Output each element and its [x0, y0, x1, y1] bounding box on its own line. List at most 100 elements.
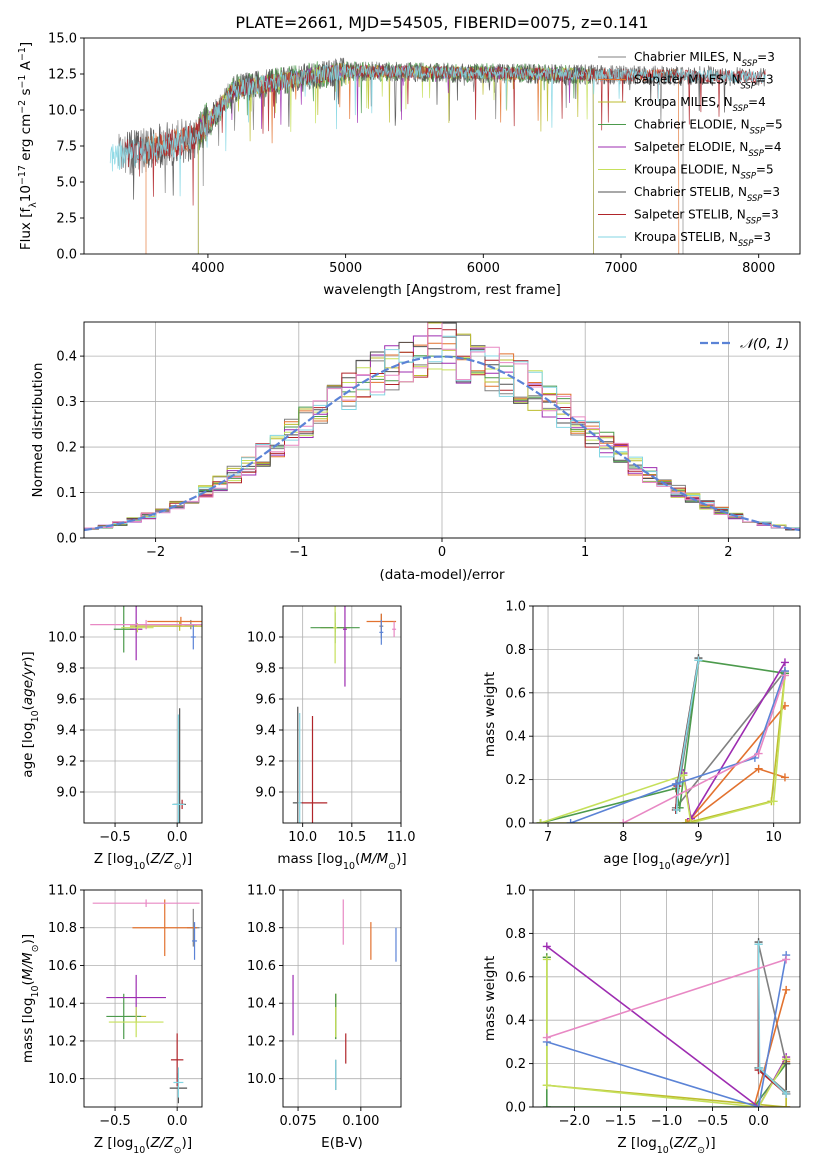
y-tick-label: 9.2: [56, 755, 77, 770]
x-tick-label: 1: [581, 545, 589, 560]
mass-vs-Z-frame: [83, 889, 203, 1108]
x-tick-label: −0.5: [697, 1114, 729, 1129]
y-tick-label: 10.2: [48, 1034, 77, 1049]
x-tick-label: −0.5: [99, 830, 131, 845]
legend-entry: Kroupa MILES, NSSP=4: [634, 95, 766, 113]
y-tick-label: 0.6: [505, 970, 526, 985]
legend-entry: Chabrier MILES, NSSP=3: [634, 50, 775, 68]
x-tick-label: −2: [146, 545, 165, 560]
y-tick-label: 10.0: [48, 631, 77, 646]
y-tick-label: 0.6: [505, 686, 526, 701]
x-tick-label: 10.0: [288, 830, 317, 845]
x-tick-label: 10: [765, 830, 782, 845]
x-tick-label: 8000: [742, 261, 775, 276]
weight-marker: [619, 819, 628, 823]
x-tick-label: −1.0: [651, 1114, 683, 1129]
x-tick-label: 9: [694, 830, 702, 845]
chart-title: PLATE=2661, MJD=54505, FIBERID=0075, z=0…: [235, 13, 648, 32]
weight-marker: [782, 1089, 791, 1098]
age-vs-Z-frame: [83, 605, 203, 824]
weight-marker: [542, 1033, 551, 1042]
y-tick-label: 12.5: [48, 68, 77, 83]
x-axis-label: age [log10(age/yr)]: [603, 851, 729, 872]
weight-marker: [780, 658, 789, 667]
y-tick-label: 10.8: [247, 921, 276, 936]
x-axis-label: mass [log10(M/M⊙)]: [277, 851, 406, 872]
weight-line: [540, 659, 786, 823]
x-tick-label: −1.5: [605, 1114, 637, 1129]
x-tick-label: 4000: [191, 261, 224, 276]
x-tick-label: 0.0: [748, 1114, 769, 1129]
legend-entry: 𝒩(0, 1): [740, 336, 789, 352]
y-axis-label: age [log10(age/yr)]: [20, 651, 41, 777]
residuals-axes: −2 −1 0 1 2 0.0 0.1 0.2 0.3 0.4: [56, 321, 801, 560]
y-tick-label: 9.8: [56, 662, 77, 677]
normal-curve: [84, 355, 800, 532]
weight-vs-age-plot-area: [536, 654, 789, 823]
y-tick-label: 10.8: [48, 921, 77, 936]
weight-vs-age-frame: [532, 605, 801, 824]
x-axis-label: E(B-V): [321, 1135, 363, 1151]
y-tick-label: 10.4: [48, 997, 77, 1012]
legend-entry: Salpeter STELIB, NSSP=3: [634, 208, 779, 226]
weight-marker: [679, 771, 688, 780]
x-tick-label: 5000: [329, 261, 362, 276]
histogram-step: [84, 322, 800, 538]
weight-marker: [672, 805, 681, 814]
weight-marker: [782, 1103, 791, 1107]
y-tick-label: 0.8: [505, 643, 526, 658]
weight-marker: [683, 819, 692, 823]
y-tick-label: 0.1: [56, 486, 77, 501]
spectrum-frame: [83, 37, 801, 255]
weight-marker: [769, 797, 778, 806]
weight-line: [570, 670, 786, 823]
weight-marker: [686, 819, 695, 823]
y-tick-label: 10.6: [48, 959, 77, 974]
y-tick-label: 9.4: [255, 724, 276, 739]
y-tick-label: 9.2: [255, 755, 276, 770]
weight-vs-age-axes: 7 8 9 10 0.0 0.2 0.4 0.6 0.8 1.0: [505, 600, 801, 845]
mass-vs-EBV-plot-area: [292, 899, 397, 1091]
weight-marker: [780, 671, 789, 680]
weight-marker: [754, 749, 763, 758]
y-tick-label: 11.0: [48, 884, 77, 899]
x-tick-label: −0.5: [99, 1114, 131, 1129]
weight-marker: [754, 764, 763, 773]
x-axis-label: wavelength [Angstrom, rest frame]: [323, 282, 561, 298]
residuals-frame: [83, 321, 801, 539]
y-tick-label: 11.0: [247, 884, 276, 899]
x-axis-label: Z [log10(Z/Z⊙)]: [617, 1135, 715, 1156]
x-tick-label: 0.075: [279, 1114, 316, 1129]
weight-marker: [536, 819, 545, 823]
x-axis-label: Z [log10(Z/Z⊙)]: [94, 1135, 192, 1156]
y-tick-label: 10.0: [247, 1072, 276, 1087]
y-tick-label: 1.0: [505, 884, 526, 899]
age-vs-mass-axes: 10.0 10.5 11.0 9.0 9.2 9.4 9.6 9.8 10.0: [247, 605, 415, 845]
y-tick-label: 0.3: [56, 395, 77, 410]
y-tick-label: 7.5: [56, 140, 77, 155]
x-tick-label: 0: [438, 545, 446, 560]
y-tick-label: 10.4: [247, 997, 276, 1012]
mass-vs-EBV-grid: [283, 889, 401, 1107]
spectrum-axes: 4000 5000 6000 7000 8000 0.0 2.5 5.0 7.5 10.0 12.5…: [48, 32, 801, 276]
y-tick-label: 9.4: [56, 724, 77, 739]
spectrum-plot-area: [109, 57, 766, 254]
y-tick-label: 0.4: [56, 350, 77, 365]
y-tick-label: 0.0: [56, 532, 77, 547]
y-tick-label: 10.0: [48, 104, 77, 119]
y-tick-label: 1.0: [505, 600, 526, 615]
age-vs-Z-plot-area: [90, 606, 202, 823]
age-vs-Z-axes: −0.5 0.0 9.0 9.2 9.4 9.6 9.8 10.0: [48, 605, 203, 845]
y-tick-label: 9.6: [255, 693, 276, 708]
x-tick-label: 0.0: [167, 1114, 188, 1129]
mass-vs-EBV-frame: [282, 889, 402, 1108]
spectrum-line: [145, 62, 680, 254]
spectrum-legend: Chabrier MILES, NSSP=3 Salpeter MILES, NS…: [598, 50, 783, 248]
x-tick-label: 6000: [467, 261, 500, 276]
y-axis-label: mass weight: [482, 672, 498, 757]
y-tick-label: 0.2: [505, 773, 526, 788]
weight-marker: [782, 1059, 791, 1068]
age-vs-mass-frame: [282, 605, 402, 824]
histogram-step: [84, 335, 800, 538]
